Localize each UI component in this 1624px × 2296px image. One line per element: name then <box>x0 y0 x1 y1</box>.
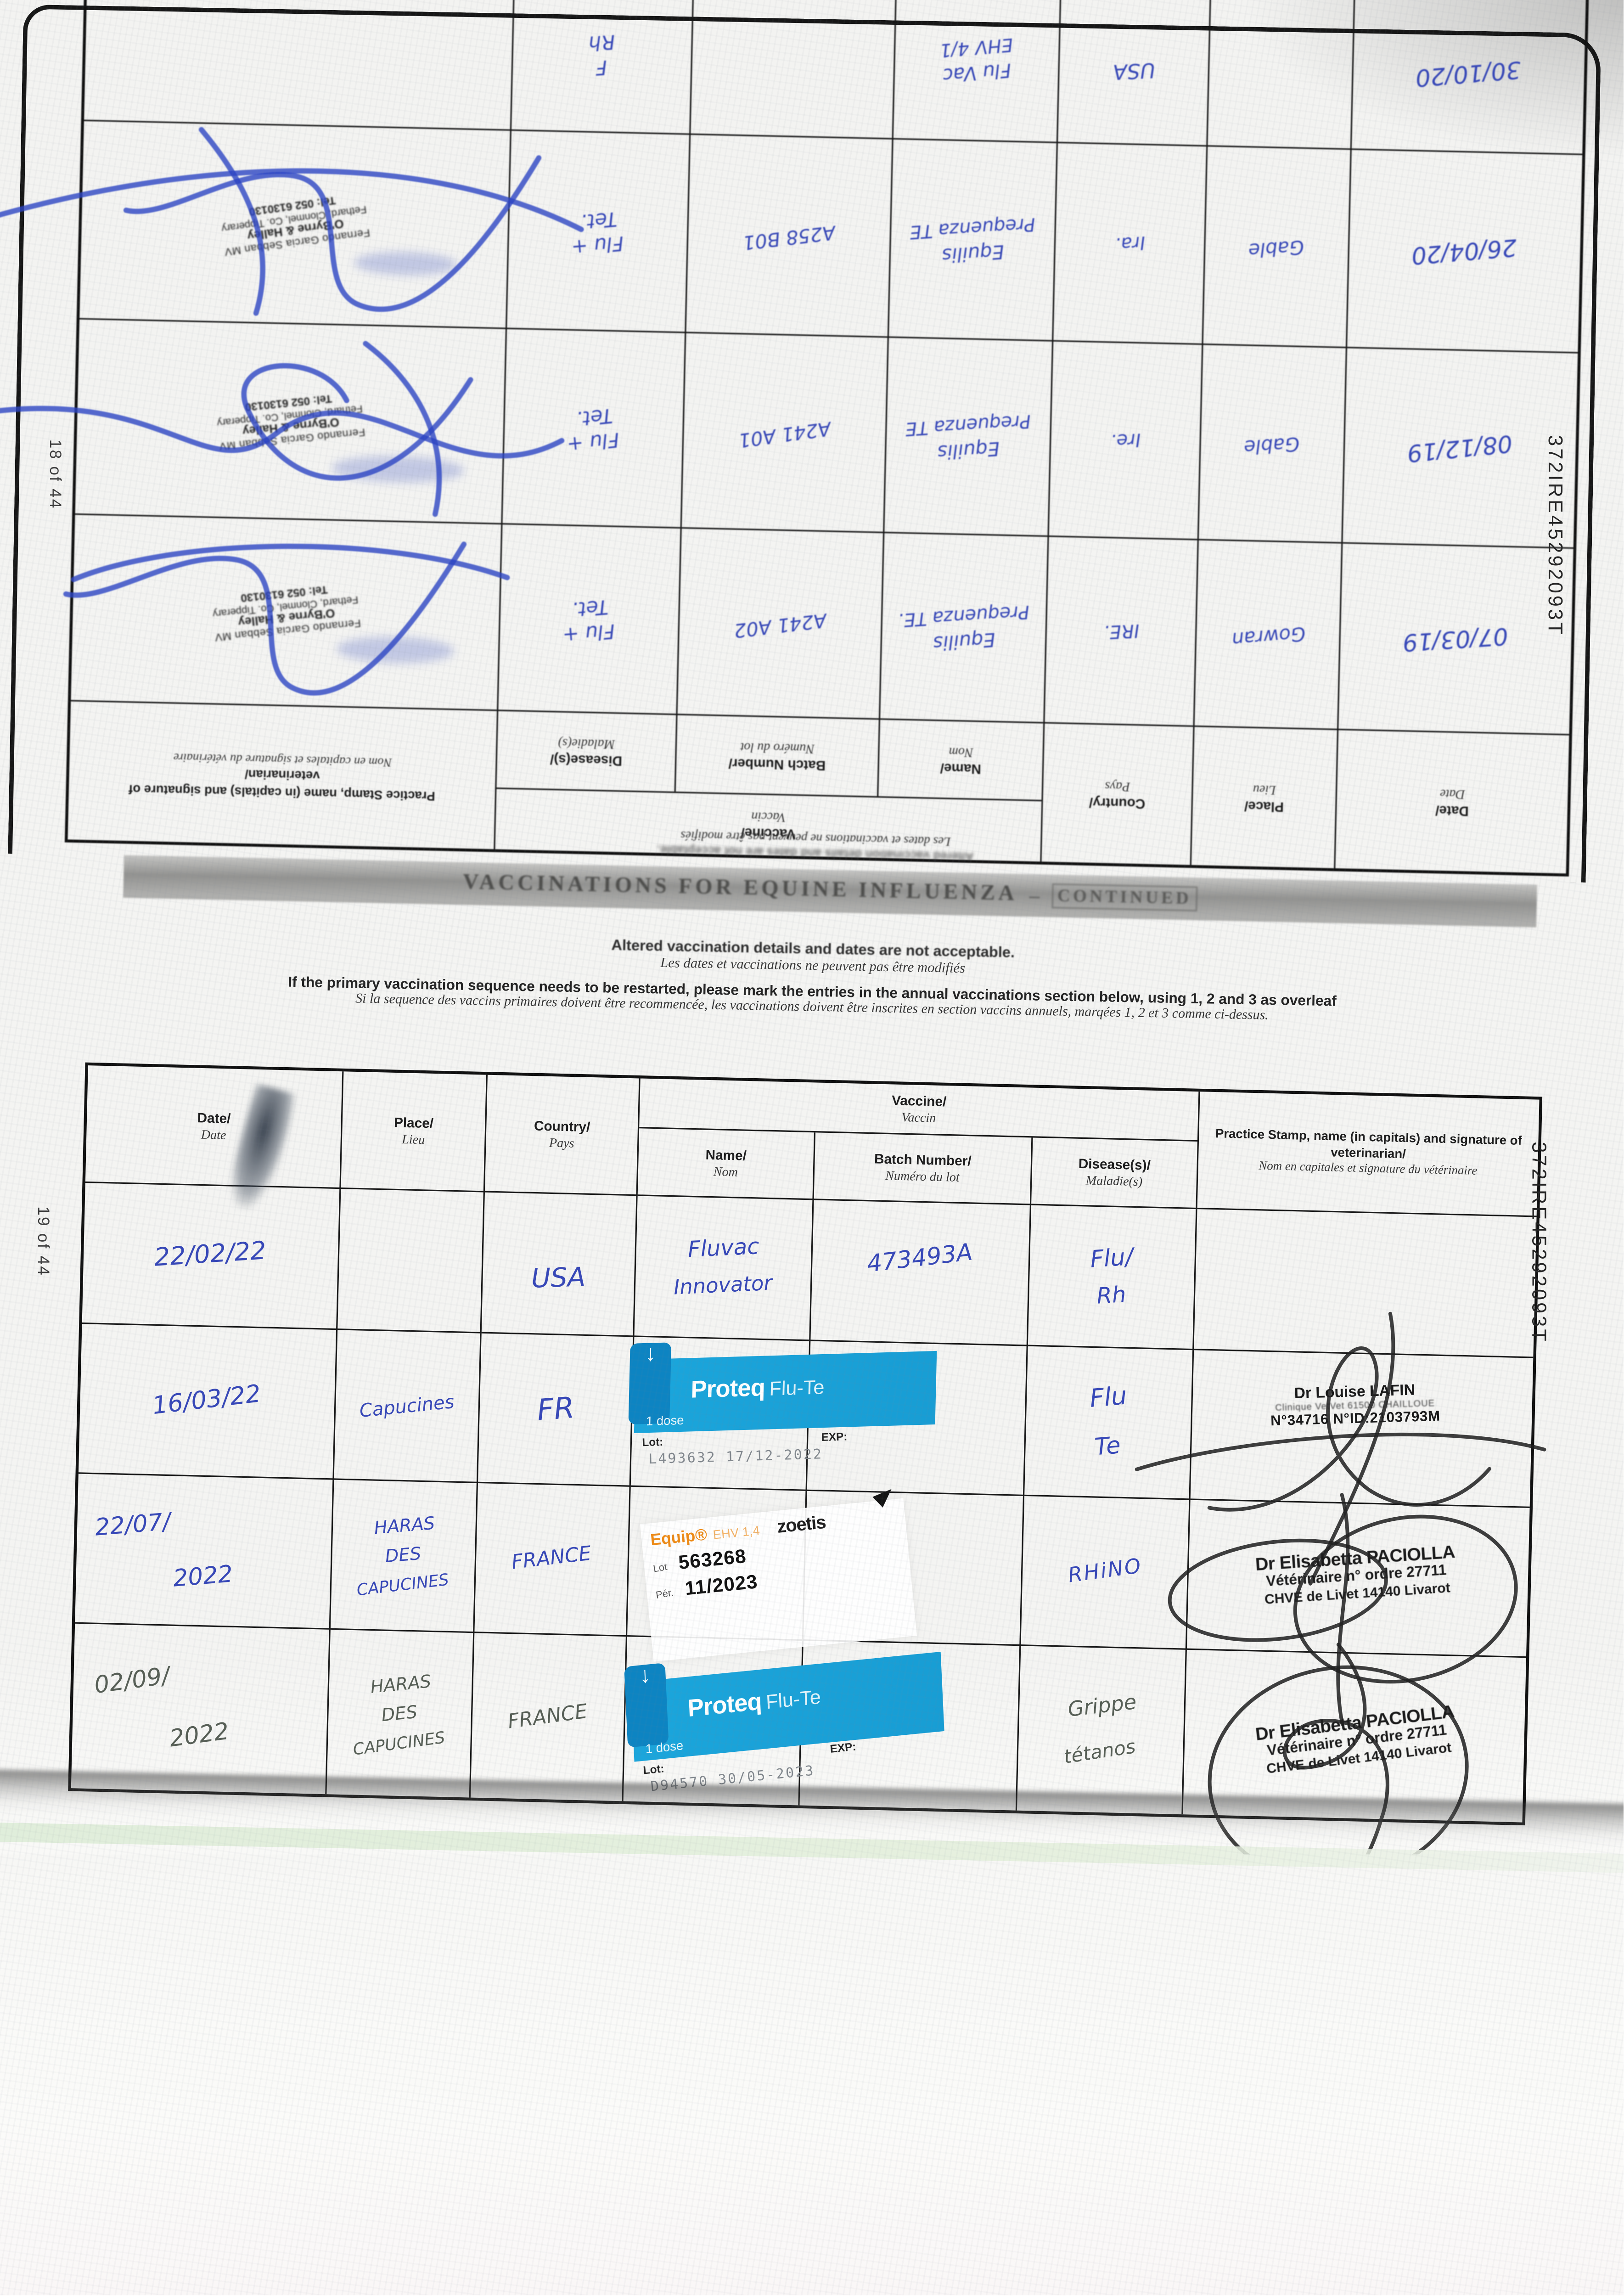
sticker-variant: Flu-Te <box>769 1376 825 1400</box>
blank-scan-area <box>0 1854 1624 2296</box>
top-row-place: Gable <box>1202 145 1350 347</box>
down-arrow-icon: ↓ <box>645 1341 657 1367</box>
passport-code-top: 372IRE45292093T <box>1544 435 1567 637</box>
top-row-name: Equilis Prequenza TE <box>883 336 1052 536</box>
top-row-disease: F Rh <box>510 0 694 134</box>
row-date: 02/09/ 2022 <box>71 1623 331 1795</box>
top-row-country: Ira. <box>1052 141 1207 343</box>
scan-corner-shadow <box>1242 0 1624 162</box>
instruction-notes: Altered vaccination details and dates ar… <box>288 938 1337 1024</box>
signature-scribble <box>0 341 565 517</box>
page-number-bottom: 19 of 44 <box>34 1206 51 1277</box>
header-date: Date/ Date <box>1334 728 1569 874</box>
top-row-stamp: Fernando Garcia Sebban MV O'Byrne & Hall… <box>63 513 510 710</box>
row-country: FR <box>478 1333 635 1487</box>
zoetis-equip-ehv-sticker: Equip® EHV 1,4 zoetis Lot 563268 Pér. 11… <box>640 1484 917 1662</box>
top-row-batch: A241 A02 <box>676 527 883 719</box>
signature-scribble <box>1168 1493 1518 1726</box>
sticker-dose: 1 dose <box>645 1738 684 1756</box>
exp-label: EXP: <box>821 1429 848 1444</box>
top-row-date: 26/04/20 <box>1345 148 1583 352</box>
header-date: Date/ Date <box>85 1065 344 1215</box>
top-row-disease: Flu + Tet. <box>497 523 680 714</box>
top-row-date: 30/10/20 <box>1350 0 1587 154</box>
row-place: Capucines <box>334 1330 482 1484</box>
signature-scribble <box>63 541 510 696</box>
top-row-name: Equilis Prequenza TE <box>887 138 1056 340</box>
row-country: USA <box>481 1192 638 1337</box>
top-row-country: USA <box>1056 0 1211 146</box>
row-country: FRANCE <box>470 1633 628 1801</box>
product-range: EHV 1,4 <box>712 1523 761 1542</box>
top-row-stamp <box>84 0 515 129</box>
exp-label: EXP: <box>829 1739 857 1756</box>
top-row-name: Equilis Prequenza TE. <box>878 531 1048 722</box>
top-row-name: Flu Vac EHV 4/1 <box>892 0 1061 142</box>
proteq-sticker-label: ↓ Proteq Flu-Te 1 dose <box>628 1341 937 1433</box>
bottom-vaccination-table: Date/ Date Place/ Lieu Country/ Pays Vac… <box>68 1062 1546 1911</box>
row-date: 22/02/22 <box>82 1183 341 1330</box>
product-name: Equip® <box>650 1526 708 1550</box>
top-row-country: Ire. <box>1047 340 1202 539</box>
header-name: Name/ Nom <box>877 718 1044 800</box>
sticker-variant: Flu-Te <box>765 1686 821 1713</box>
header-batch: Batch Number/ Numéro du lot <box>814 1132 1033 1205</box>
top-row-place: Gowran <box>1193 539 1342 729</box>
top-row-stamp: Fernando Garcia Sebban MV O'Byrne & Hall… <box>0 119 584 328</box>
sticker-brand: Proteq <box>690 1375 765 1404</box>
header-batch: Batch Number/ Numéro du lot <box>674 714 879 796</box>
passport-code-bottom: 372IRE45292093T <box>1528 1142 1550 1344</box>
sticker-brand: Proteq <box>687 1688 762 1723</box>
header-practice-stamp: Practice Stamp, name (in capitals) and s… <box>1197 1092 1540 1217</box>
sticker-dose: 1 dose <box>646 1412 684 1429</box>
expiry-label: Pér. <box>655 1588 674 1602</box>
lot-label: Lot: <box>642 1435 663 1449</box>
syringe-tab: ↓ <box>624 1662 669 1748</box>
lot-exp-values: L493632 17/12-2022 <box>648 1446 823 1468</box>
row-place: HARAS DES CAPUCINES <box>326 1629 475 1798</box>
lot-value: 563268 <box>677 1545 747 1574</box>
down-arrow-icon: ↓ <box>639 1663 652 1689</box>
top-vaccination-table-rotated: Date/ Date Place/ Lieu Country/ Pays Vac… <box>0 0 1590 877</box>
page-number-top: 18 of 44 <box>45 439 63 510</box>
top-vaccination-table: Date/ Date Place/ Lieu Country/ Pays Vac… <box>0 0 1590 877</box>
row-place <box>337 1189 485 1334</box>
top-row-date: 07/03/19 <box>1337 542 1573 734</box>
lot-label: Lot <box>652 1562 668 1575</box>
header-disease: Disease(s)/ Maladie(s) <box>495 709 676 792</box>
row-name: Fluvac Innovator <box>634 1196 814 1341</box>
header-name: Name/ Nom <box>637 1128 816 1200</box>
top-row-date: 08/12/19 <box>1341 347 1578 548</box>
signature-scribble <box>0 127 584 316</box>
syringe-tab: ↓ <box>628 1341 672 1425</box>
top-row-stamp: Fernando Garcia Sebban MV O'Byrne & Hall… <box>0 318 565 523</box>
header-place: Place/ Lieu <box>341 1071 488 1193</box>
row-date: 16/03/22 <box>78 1324 338 1480</box>
header-disease: Disease(s)/ Maladie(s) <box>1031 1137 1199 1210</box>
top-row-country: IRE. <box>1043 535 1197 726</box>
top-row-place: Gable <box>1197 343 1346 542</box>
proteq-flu-te-sticker: ↓ Proteq Flu-Te 1 dose Lot: EXP: L493632 … <box>628 1341 938 1477</box>
row-place: HARAS DES CAPUCINES <box>330 1480 478 1633</box>
zoetis-logo: zoetis <box>776 1512 827 1537</box>
row-date: 22/07/ 2022 <box>75 1474 334 1630</box>
top-row-place <box>1206 0 1355 149</box>
expiry-value: 11/2023 <box>684 1570 759 1600</box>
row-country: FRANCE <box>474 1483 631 1637</box>
row-batch: 473493A <box>810 1200 1032 1346</box>
lot-label: Lot: <box>642 1761 665 1777</box>
top-row-batch: A258 B01 <box>685 133 892 337</box>
header-country: Country/ Pays <box>484 1075 641 1196</box>
top-row-batch: A241 A01 <box>680 332 888 532</box>
top-row-batch <box>689 0 897 138</box>
